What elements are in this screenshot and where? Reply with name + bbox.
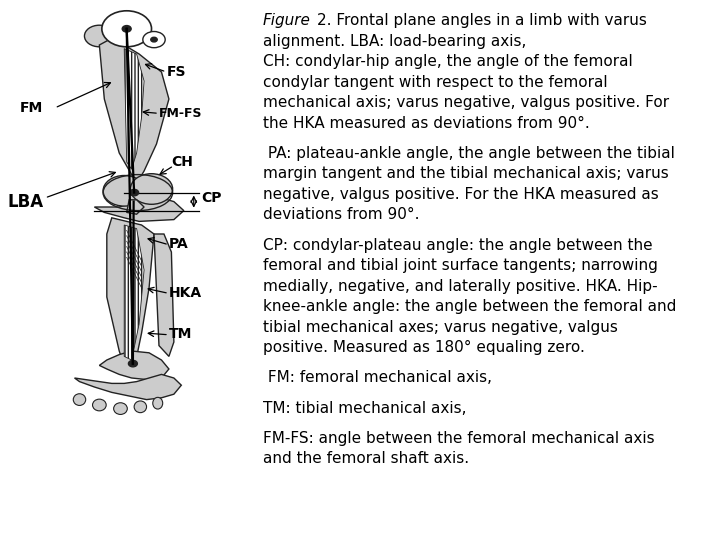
Circle shape [103,176,145,206]
Circle shape [130,174,173,204]
Polygon shape [94,198,184,221]
Text: FM-FS: FM-FS [159,107,202,120]
Text: knee-ankle angle: the angle between the femoral and: knee-ankle angle: the angle between the … [263,299,676,314]
Ellipse shape [134,401,147,413]
Text: margin tangent and the tibial mechanical axis; varus: margin tangent and the tibial mechanical… [263,166,668,181]
Text: FS: FS [166,65,186,79]
Polygon shape [107,218,154,373]
Text: positive. Measured as 180° equaling zero.: positive. Measured as 180° equaling zero… [263,340,585,355]
Polygon shape [125,49,144,169]
Text: Figure: Figure [263,14,310,29]
Text: tibial mechanical axes; varus negative, valgus: tibial mechanical axes; varus negative, … [263,320,618,335]
Text: FM-FS: angle between the femoral mechanical axis: FM-FS: angle between the femoral mechani… [263,431,654,446]
Text: and the femoral shaft axis.: and the femoral shaft axis. [263,451,469,467]
Ellipse shape [93,399,106,411]
Ellipse shape [73,394,86,406]
Polygon shape [154,234,174,356]
Text: the HKA measured as deviations from 90°.: the HKA measured as deviations from 90°. [263,116,589,131]
Polygon shape [99,39,169,184]
Polygon shape [127,200,144,214]
Text: medially, negative, and laterally positive. HKA. Hip-: medially, negative, and laterally positi… [263,279,657,294]
Circle shape [143,31,165,48]
Text: CH: CH [171,154,193,168]
Ellipse shape [153,397,163,409]
Circle shape [150,37,157,42]
Text: CP: condylar-plateau angle: the angle between the: CP: condylar-plateau angle: the angle be… [263,238,652,253]
Text: TM: tibial mechanical axis,: TM: tibial mechanical axis, [263,401,466,416]
Text: FM: femoral mechanical axis,: FM: femoral mechanical axis, [263,370,492,386]
Circle shape [130,190,139,196]
Text: HKA: HKA [169,286,202,300]
Circle shape [84,25,114,47]
Text: PA: PA [169,238,189,252]
Ellipse shape [114,403,127,415]
Text: CH: condylar-hip angle, the angle of the femoral: CH: condylar-hip angle, the angle of the… [263,54,632,69]
Text: PA: plateau-ankle angle, the angle between the tibial: PA: plateau-ankle angle, the angle betwe… [263,146,675,161]
Text: FM: FM [20,100,43,114]
Text: alignment. LBA: load-bearing axis,: alignment. LBA: load-bearing axis, [263,34,526,49]
Text: mechanical axis; varus negative, valgus positive. For: mechanical axis; varus negative, valgus … [263,95,669,110]
Polygon shape [125,225,144,360]
Text: femoral and tibial joint surface tangents; narrowing: femoral and tibial joint surface tangent… [263,258,657,273]
Text: TM: TM [169,327,192,341]
Text: 2. Frontal plane angles in a limb with varus: 2. Frontal plane angles in a limb with v… [317,14,647,29]
Text: negative, valgus positive. For the HKA measured as: negative, valgus positive. For the HKA m… [263,187,658,202]
Circle shape [102,11,151,47]
Circle shape [128,360,138,367]
Circle shape [122,25,131,32]
Polygon shape [99,351,169,380]
Text: condylar tangent with respect to the femoral: condylar tangent with respect to the fem… [263,75,607,90]
Text: LBA: LBA [7,193,44,211]
Text: deviations from 90°.: deviations from 90°. [263,207,419,222]
Polygon shape [75,374,181,400]
Text: CP: CP [201,192,222,206]
